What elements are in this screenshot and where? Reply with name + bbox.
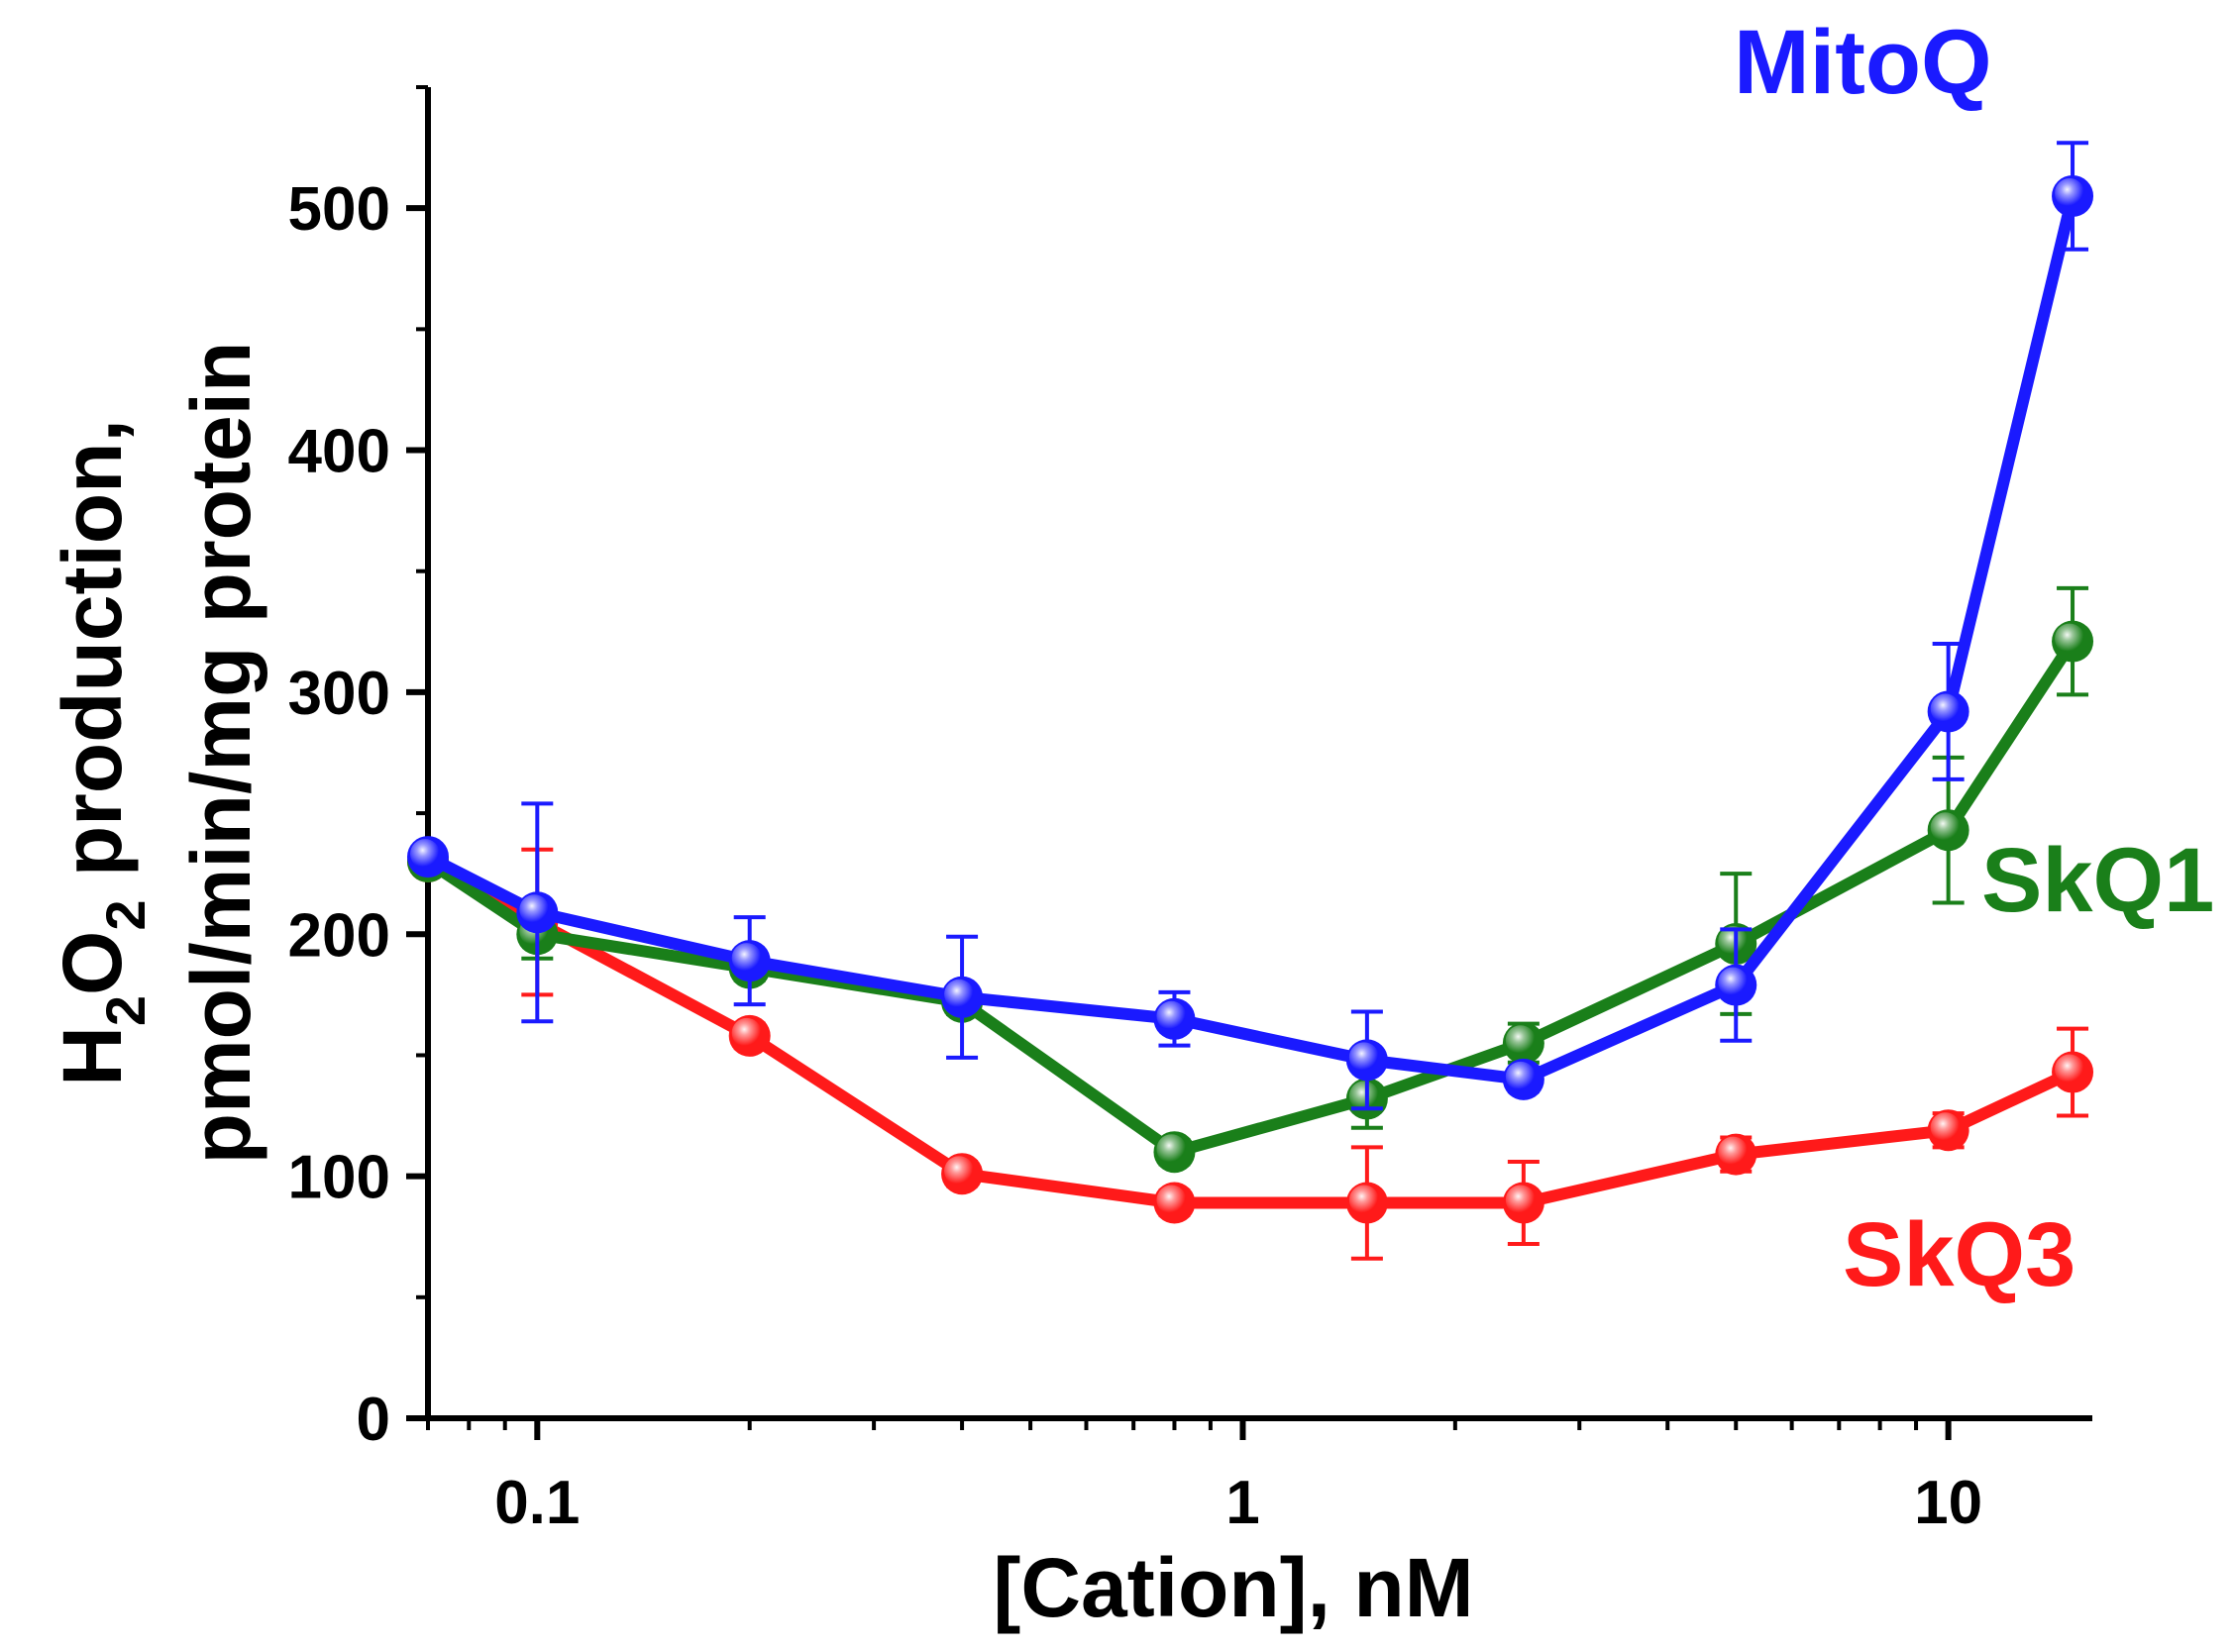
y-axis-title-h: H — [46, 1026, 139, 1086]
data-point-highlight-skq1 — [2055, 623, 2085, 654]
y-tick-label: 200 — [288, 901, 390, 970]
data-point-highlight-skq1 — [1348, 1081, 1379, 1111]
data-point-highlight-skq1 — [1718, 926, 1749, 957]
data-point-highlight-mitoq — [1718, 967, 1749, 997]
y-tick-label: 500 — [288, 175, 390, 244]
y-axis-title-sub2: 2 — [94, 899, 157, 930]
y-tick-label: 400 — [288, 418, 390, 486]
data-point-highlight-mitoq — [1156, 1000, 1187, 1031]
y-axis-title-sub1: 2 — [94, 995, 157, 1026]
data-point-highlight-mitoq — [519, 894, 550, 925]
data-point-highlight-skq1 — [1930, 812, 1961, 843]
data-point-highlight-skq1 — [1505, 1025, 1536, 1056]
series-mitoq — [407, 141, 2094, 1111]
data-point-highlight-mitoq — [410, 839, 440, 870]
data-point-highlight-skq3 — [1930, 1112, 1961, 1143]
label-skq1: SkQ1 — [1981, 830, 2214, 931]
x-ticks: 0.1 1 10 — [426, 1418, 1982, 1537]
x-tick-label: 10 — [1914, 1469, 1982, 1537]
label-skq3: SkQ3 — [1843, 1204, 2075, 1305]
x-tick-label: 1 — [1225, 1469, 1259, 1537]
y-tick-label: 0 — [357, 1386, 390, 1454]
series-line-skq3 — [422, 856, 2078, 1209]
y-axis-title-rest: production, — [46, 419, 139, 899]
data-point-highlight-skq3 — [944, 1156, 975, 1187]
x-axis-title: [Cation], nM — [993, 1541, 1473, 1634]
data-point-highlight-skq3 — [1156, 1185, 1187, 1215]
data-point-highlight-skq3 — [1348, 1185, 1379, 1215]
data-point-highlight-skq3 — [2055, 1054, 2085, 1084]
axes — [425, 87, 2092, 1421]
y-axis-title: H2O2 production, — [46, 419, 157, 1086]
y-axis-title-o: O — [46, 931, 139, 995]
series-line-skq1 — [422, 635, 2078, 1159]
data-point-highlight-mitoq — [1348, 1042, 1379, 1073]
label-mitoq: MitoQ — [1734, 12, 1992, 113]
series-layer — [407, 141, 2094, 1261]
y-tick-label: 100 — [288, 1144, 390, 1212]
data-point-highlight-skq3 — [1505, 1185, 1536, 1215]
data-point-highlight-mitoq — [731, 943, 762, 974]
data-point-highlight-mitoq — [2055, 177, 2085, 208]
data-point-highlight-skq1 — [1156, 1134, 1187, 1165]
data-point-highlight-mitoq — [1930, 693, 1961, 724]
data-point-highlight-skq3 — [1718, 1136, 1749, 1167]
series-skq1 — [407, 585, 2094, 1174]
data-point-highlight-mitoq — [1505, 1061, 1536, 1091]
y-axis-title-line2: pmol/min/mg protein — [174, 342, 267, 1165]
data-point-highlight-skq3 — [731, 1017, 762, 1048]
x-tick-label: 0.1 — [494, 1469, 580, 1537]
y-tick-label: 300 — [288, 660, 390, 728]
data-point-highlight-mitoq — [944, 979, 975, 1009]
y-ticks: 0 100 200 300 400 500 — [288, 85, 428, 1454]
series-skq3 — [407, 840, 2094, 1261]
series-line-mitoq — [422, 190, 2078, 1085]
